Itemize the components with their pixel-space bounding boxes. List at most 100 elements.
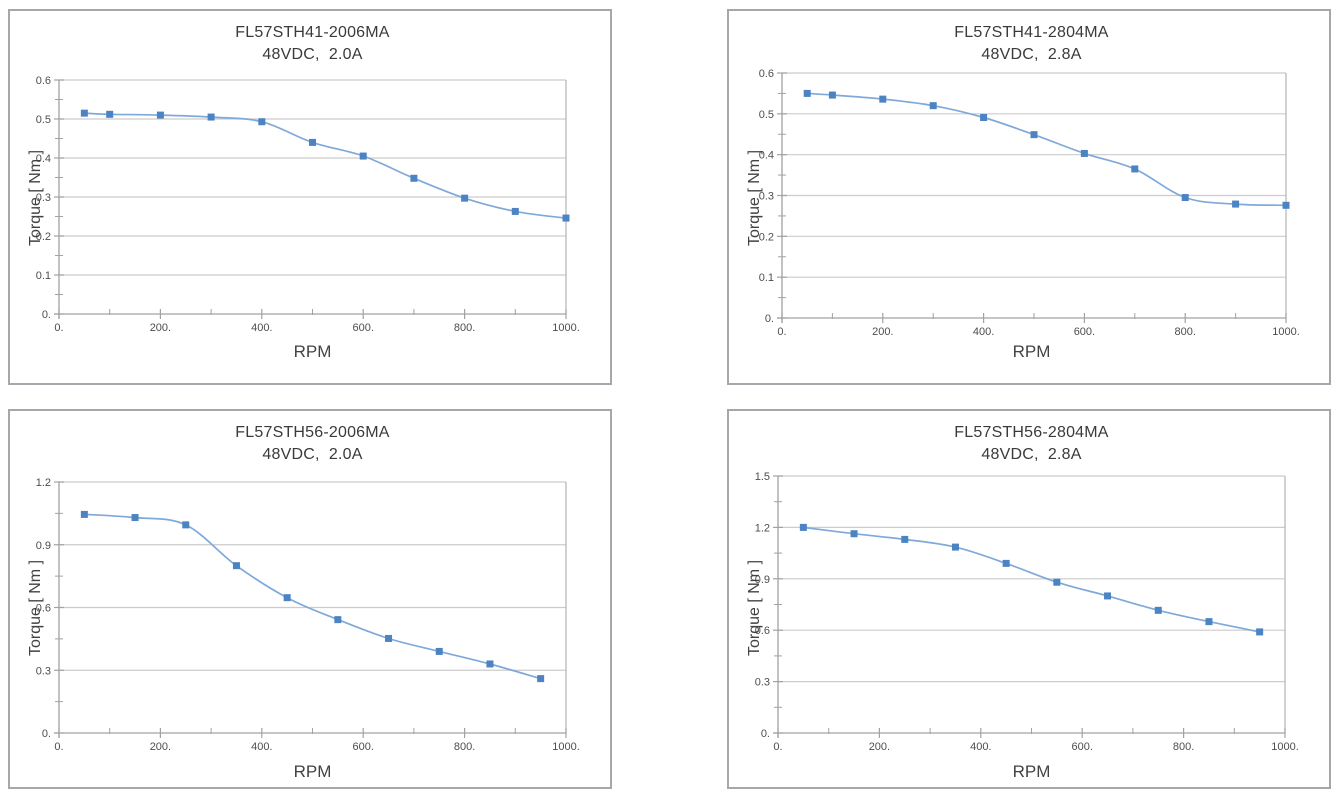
data-point-marker <box>799 523 807 531</box>
data-point-marker <box>334 616 342 624</box>
x-tick-label: 600. <box>352 741 373 753</box>
x-tick-label: 200. <box>869 741 890 753</box>
chart-panel-fl57sth41-2006ma: 0. 200. 400. 600. 800. 1000. 0. 0.1 0.2 0.3 0.4 0.5… <box>8 9 612 385</box>
chart-title: FL57STH56-2006MA <box>235 424 390 441</box>
data-point-marker <box>182 521 190 529</box>
data-point-marker <box>1205 618 1213 626</box>
torque-curve-plot: 0. 200. 400. 600. 800. 1000. 0. 0.1 0.2 0.3 0.4 0.5… <box>759 68 1300 338</box>
y-tick-label: 0. <box>765 313 774 325</box>
data-point-marker <box>901 535 909 543</box>
x-tick-label: 1000. <box>552 741 580 753</box>
chart-title-block: FL57STH56-2804MA 48VDC, 2.8A <box>778 422 1285 466</box>
torque-curve-plot: 0. 200. 400. 600. 800. 1000. 0. 0.3 0.6 0.9 1.2 1.5 <box>755 471 1299 753</box>
x-tick-label: 800. <box>454 322 475 334</box>
data-point-marker <box>435 647 443 655</box>
chart-title: FL57STH41-2804MA <box>954 24 1109 41</box>
x-tick-label: 0. <box>54 322 63 334</box>
x-tick-label: 1000. <box>552 322 580 334</box>
y-tick-label: 0. <box>761 728 770 740</box>
x-tick-label: 600. <box>1074 326 1095 338</box>
y-tick-label: 0.6 <box>36 75 51 87</box>
x-tick-label: 0. <box>777 326 786 338</box>
chart-subtitle: 48VDC, 2.8A <box>981 446 1082 463</box>
x-tick-label: 1000. <box>1271 741 1299 753</box>
data-point-marker <box>879 95 887 103</box>
data-point-marker <box>562 214 570 222</box>
data-point-marker <box>1030 131 1038 139</box>
data-point-marker <box>1080 149 1088 157</box>
torque-curve-plot: 0. 200. 400. 600. 800. 1000. 0. 0.1 0.2 0.3 0.4 0.5… <box>36 75 580 334</box>
series-line <box>803 526 1260 633</box>
y-tick-label: 0.9 <box>755 574 770 586</box>
y-tick-label: 0.1 <box>36 270 51 282</box>
x-tick-label: 800. <box>454 741 475 753</box>
y-tick-label: 0.2 <box>759 231 774 243</box>
y-tick-label: 0.3 <box>36 192 51 204</box>
y-tick-label: 1.5 <box>755 471 770 483</box>
x-tick-label: 1000. <box>1272 326 1300 338</box>
data-point-marker <box>309 138 316 146</box>
chart-title: FL57STH41-2006MA <box>235 24 390 41</box>
data-point-marker <box>1104 592 1112 600</box>
y-axis-label: Torque [ Nm ] <box>746 559 763 657</box>
chart-panel-fl57sth56-2006ma: 0. 200. 400. 600. 800. 1000. 0. 0.3 0.6 0.9 1.2 FL… <box>8 409 612 789</box>
y-tick-label: 1.2 <box>36 477 51 489</box>
x-tick-label: 0. <box>54 741 63 753</box>
data-point-marker <box>1131 165 1139 173</box>
y-tick-label: 0.6 <box>755 625 770 637</box>
x-axis-label: RPM <box>293 762 332 781</box>
y-tick-label: 0.6 <box>759 68 774 80</box>
y-tick-label: 0.6 <box>36 603 51 615</box>
y-tick-label: 0.3 <box>759 191 774 203</box>
y-tick-label: 0.3 <box>755 677 770 689</box>
x-tick-label: 400. <box>251 741 272 753</box>
data-point-marker <box>385 634 393 642</box>
y-axis-label: Torque [ Nm ] <box>27 149 44 247</box>
data-point-marker <box>929 102 937 110</box>
data-point-marker <box>951 543 959 551</box>
chart-title: FL57STH56-2804MA <box>954 424 1109 441</box>
data-point-marker <box>850 530 858 538</box>
data-point-marker <box>461 194 469 202</box>
y-axis-label: Torque [ Nm ] <box>27 559 44 657</box>
y-tick-label: 0.4 <box>759 150 774 162</box>
data-point-marker <box>1232 200 1240 208</box>
data-point-marker <box>486 660 494 668</box>
x-tick-label: 800. <box>1173 741 1194 753</box>
data-point-marker <box>511 207 519 215</box>
data-point-marker <box>283 594 291 602</box>
chart-subtitle: 48VDC, 2.0A <box>262 46 363 63</box>
data-point-marker <box>258 118 266 126</box>
x-tick-label: 400. <box>970 741 991 753</box>
chart-title-block: FL57STH41-2804MA 48VDC, 2.8A <box>778 22 1285 66</box>
torque-curve-plot: 0. 200. 400. 600. 800. 1000. 0. 0.3 0.6 0.9 1.2 <box>36 477 580 753</box>
x-tick-label: 200. <box>150 741 171 753</box>
series-line <box>84 112 567 219</box>
data-point-marker <box>1053 578 1061 586</box>
x-tick-label: 600. <box>1071 741 1092 753</box>
chart-title-block: FL57STH56-2006MA 48VDC, 2.0A <box>59 422 566 466</box>
data-point-marker <box>1256 628 1264 636</box>
data-point-marker <box>80 109 88 117</box>
x-axis-label: RPM <box>1012 762 1051 781</box>
x-tick-label: 0. <box>773 741 782 753</box>
data-point-marker <box>207 113 215 121</box>
data-point-marker <box>232 562 240 570</box>
y-tick-label: 0. <box>42 728 51 740</box>
data-point-marker <box>1154 606 1162 614</box>
y-tick-label: 0.1 <box>759 272 774 284</box>
data-point-marker <box>80 510 88 518</box>
data-point-marker <box>359 152 367 160</box>
y-tick-label: 0.3 <box>36 665 51 677</box>
chart-title-block: FL57STH41-2006MA 48VDC, 2.0A <box>59 22 566 66</box>
y-tick-label: 0.9 <box>36 540 51 552</box>
data-point-marker <box>803 89 811 97</box>
data-point-marker <box>537 675 545 683</box>
chart-subtitle: 48VDC, 2.8A <box>981 46 1082 63</box>
data-point-marker <box>1181 194 1189 202</box>
chart-subtitle: 48VDC, 2.0A <box>262 446 363 463</box>
chart-panel-fl57sth56-2804ma: 0. 200. 400. 600. 800. 1000. 0. 0.3 0.6 0.9 1.2 1.5… <box>727 409 1331 789</box>
series-line <box>84 513 541 680</box>
data-point-marker <box>156 111 164 119</box>
x-tick-label: 600. <box>352 322 373 334</box>
